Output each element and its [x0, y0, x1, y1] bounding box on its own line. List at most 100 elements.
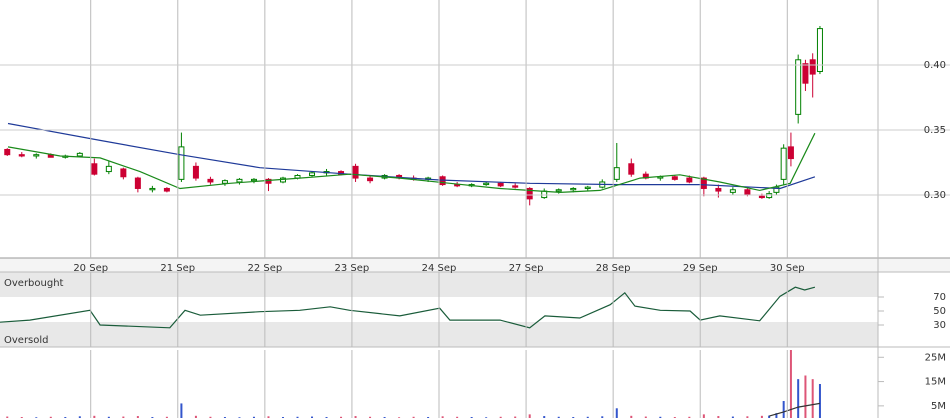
volume-bar — [165, 416, 168, 418]
volume-average — [769, 402, 821, 417]
candle-body — [780, 147, 787, 180]
volume-bar — [818, 384, 821, 418]
moving-average — [7, 132, 816, 194]
candle-body — [134, 177, 141, 189]
candle-body — [352, 165, 359, 179]
candle-body — [18, 154, 25, 157]
volume-bar — [122, 416, 125, 418]
y-tick-label: 70 — [933, 292, 946, 303]
y-tick-label: 0.40 — [924, 60, 946, 71]
candle-body — [163, 187, 170, 192]
candle-body — [584, 186, 591, 189]
candle-body — [4, 148, 11, 156]
candle-body — [221, 180, 228, 184]
volume-bar — [731, 416, 734, 418]
candle-body — [773, 186, 780, 193]
volume-bar — [702, 414, 705, 418]
y-tick-label: 0.35 — [924, 125, 946, 136]
y-tick-label: 25M — [925, 352, 946, 363]
volume-bar — [557, 416, 560, 418]
candle-body — [555, 189, 562, 192]
date-strip — [0, 258, 950, 272]
x-tick-label: 20 Sep — [73, 263, 108, 274]
band-label: Overbought — [4, 278, 64, 289]
volume-bar — [311, 416, 314, 418]
volume-bar — [717, 416, 720, 418]
volume-bar — [78, 416, 81, 418]
candle-body — [367, 177, 374, 182]
x-tick-label: 29 Sep — [683, 263, 718, 274]
volume-bar — [760, 415, 763, 418]
volume-bar — [528, 414, 531, 418]
candle-body — [700, 177, 707, 189]
candle-body — [787, 146, 794, 160]
y-tick-label: 50 — [933, 306, 946, 317]
volume-bar — [688, 416, 691, 418]
candle-body — [309, 172, 316, 176]
candle-body — [149, 187, 156, 191]
candle-body — [33, 154, 40, 157]
x-tick-label: 23 Sep — [335, 263, 370, 274]
panel-plot — [0, 286, 816, 329]
volume-bar — [49, 416, 52, 418]
candle-body — [795, 59, 802, 115]
candle-body — [105, 165, 112, 173]
volume-bar — [630, 415, 633, 418]
x-tick-label: 30 Sep — [770, 263, 805, 274]
volume-bar — [782, 401, 785, 418]
volume-bar — [267, 416, 270, 418]
volume-bar — [412, 416, 415, 418]
candle-body — [802, 63, 809, 84]
volume-bar — [194, 415, 197, 418]
candle-body — [91, 163, 98, 175]
volume-bar — [441, 416, 444, 418]
candle-body — [809, 59, 816, 75]
volume-bar — [644, 416, 647, 418]
x-tick-label: 24 Sep — [422, 263, 457, 274]
volume-bar — [136, 416, 139, 418]
candle-body — [483, 182, 490, 186]
candle-body — [729, 189, 736, 193]
x-tick-label: 21 Sep — [160, 263, 195, 274]
volume-bar — [6, 416, 9, 418]
candle-body — [766, 193, 773, 199]
volume-bar — [586, 416, 589, 418]
y-tick-label: 0.30 — [924, 190, 946, 201]
volume-bar — [797, 379, 800, 418]
y-tick-label: 5M — [931, 401, 946, 412]
candle-body — [628, 163, 635, 175]
candle-body — [265, 178, 272, 184]
x-tick-label: 28 Sep — [596, 263, 631, 274]
volume-bar — [775, 413, 778, 418]
volume-bar — [601, 416, 604, 418]
volume-bar — [369, 416, 372, 418]
candle-body — [686, 177, 693, 183]
moving-average — [7, 122, 816, 190]
volume-bar — [768, 415, 771, 418]
volume-bar — [514, 416, 517, 418]
volume-bar — [615, 408, 618, 418]
volume-bar — [93, 415, 96, 418]
candle-body — [192, 165, 199, 179]
candle-body — [250, 178, 257, 182]
band-label: Oversold — [4, 335, 49, 346]
volume-bar — [340, 416, 343, 418]
y-tick-label: 15M — [925, 377, 946, 388]
volume-bar — [456, 416, 459, 418]
candle-body — [236, 178, 243, 183]
volume-bar — [107, 416, 110, 418]
y-tick-label: 30 — [933, 320, 946, 331]
candle-body — [671, 176, 678, 180]
volume-bar — [252, 416, 255, 418]
candle-body — [178, 146, 185, 180]
volume-bar — [499, 416, 502, 418]
candle-body — [613, 167, 620, 180]
candle-body — [816, 28, 823, 72]
volume-bar — [354, 416, 357, 418]
candle-body — [715, 187, 722, 192]
candle-body — [207, 178, 214, 183]
volume-bar — [296, 416, 299, 418]
volume-bar — [804, 375, 807, 418]
